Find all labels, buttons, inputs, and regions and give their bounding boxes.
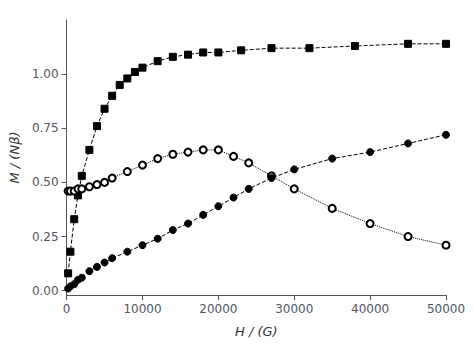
svg-text:0.25: 0.25 [32, 230, 59, 244]
svg-text:0.50: 0.50 [32, 175, 59, 189]
svg-text:10000: 10000 [123, 302, 161, 316]
svg-text:40000: 40000 [351, 302, 389, 316]
svg-text:20000: 20000 [199, 302, 237, 316]
svg-text:0.00: 0.00 [32, 284, 59, 298]
svg-text:H / (G): H / (G) [235, 324, 278, 339]
svg-text:1.00: 1.00 [32, 67, 59, 81]
svg-text:30000: 30000 [275, 302, 313, 316]
svg-text:0.75: 0.75 [32, 121, 59, 135]
svg-text:0: 0 [63, 302, 71, 316]
svg-text:50000: 50000 [427, 302, 465, 316]
svg-text:M / (Nβ): M / (Nβ) [7, 131, 22, 183]
